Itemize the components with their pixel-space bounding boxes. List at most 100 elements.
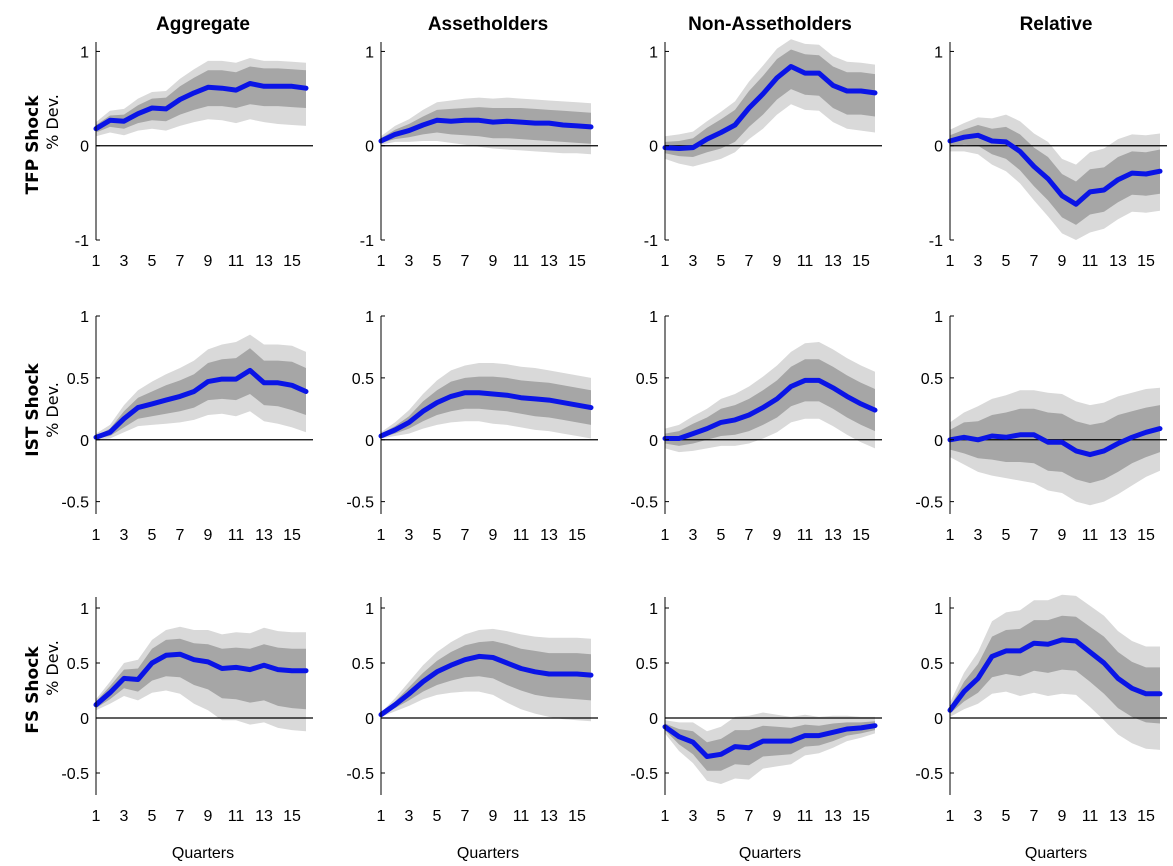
x-tick-label-r3c4: 9	[1058, 808, 1067, 825]
x-axis-label-col-3: Quarters	[739, 845, 801, 862]
inner-band-r3c4	[950, 615, 1160, 724]
median-response-line-r1c2	[378, 117, 594, 144]
x-tick-label-r2c3: 7	[745, 527, 754, 544]
x-tick-label-r1c3: 3	[689, 253, 698, 270]
y-tick-label-r2c4: 0	[934, 433, 943, 450]
x-tick-label-r2c1: 11	[228, 527, 245, 544]
x-tick-label-r2c1: 5	[148, 527, 157, 544]
y-tick-label-r3c3: 1	[649, 601, 658, 618]
column-title-assetholders: Assetholders	[428, 14, 548, 35]
y-tick-label-r3c1: -0.5	[61, 766, 89, 783]
x-tick-label-r3c1: 13	[255, 808, 273, 825]
y-tick-label-r1c3: 0	[649, 139, 658, 156]
x-tick-label-r3c4: 1	[946, 808, 955, 825]
x-tick-label-r3c2: 11	[513, 808, 530, 825]
x-tick-label-r1c2: 7	[461, 253, 470, 270]
median-response-line-r1c1	[93, 81, 309, 132]
y-tick-label-r2c4: 1	[934, 309, 943, 326]
x-tick-label-r2c3: 15	[852, 527, 870, 544]
x-tick-label-r3c4: 7	[1030, 808, 1039, 825]
x-tick-label-r2c3: 13	[824, 527, 842, 544]
median-response-line-r3c2	[378, 653, 594, 718]
x-tick-label-r1c2: 11	[513, 253, 530, 270]
x-tick-label-r1c4: 9	[1058, 253, 1067, 270]
row-title-ist-shock: IST Shock	[23, 363, 43, 457]
x-tick-label-r2c3: 3	[689, 527, 698, 544]
y-tick-label-r2c3: 0	[649, 433, 658, 450]
y-tick-label-r3c2: 0.5	[352, 656, 374, 673]
x-tick-label-r3c3: 1	[661, 808, 670, 825]
y-tick-label-r2c2: 0	[365, 433, 374, 450]
y-tick-label-r3c3: -0.5	[630, 766, 658, 783]
y-tick-label-r2c2: 0.5	[352, 371, 374, 388]
x-tick-label-r3c4: 3	[974, 808, 983, 825]
x-tick-label-r1c4: 5	[1002, 253, 1011, 270]
x-tick-label-r2c4: 13	[1109, 527, 1127, 544]
y-tick-label-r1c2: 1	[365, 44, 374, 61]
x-tick-label-r3c3: 13	[824, 808, 842, 825]
y-tick-label-r1c3: 1	[649, 44, 658, 61]
x-tick-label-r2c2: 7	[461, 527, 470, 544]
x-tick-label-r3c1: 3	[120, 808, 129, 825]
y-tick-label-r2c2: -0.5	[346, 495, 374, 512]
y-tick-label-r1c1: 1	[80, 44, 89, 61]
y-tick-label-r2c2: 1	[365, 309, 374, 326]
x-tick-label-r1c1: 15	[283, 253, 301, 270]
y-tick-label-r2c3: -0.5	[630, 495, 658, 512]
inner-band-r2c2	[381, 376, 591, 438]
x-tick-label-r1c1: 9	[204, 253, 213, 270]
x-tick-label-r3c1: 11	[228, 808, 245, 825]
median-response-line-r3c4	[947, 637, 1163, 713]
y-tick-label-r3c4: 0	[934, 711, 943, 728]
y-tick-label-r3c2: 0	[365, 711, 374, 728]
x-tick-label-r2c1: 15	[283, 527, 301, 544]
y-axis-label-row-1: % Dev.	[43, 94, 62, 150]
y-tick-label-r1c2: -1	[360, 233, 374, 250]
x-tick-label-r3c2: 15	[568, 808, 586, 825]
inner-band-r1c2	[381, 107, 591, 144]
y-tick-label-r2c1: -0.5	[61, 495, 89, 512]
x-tick-label-r2c3: 1	[661, 527, 670, 544]
x-tick-label-r1c4: 15	[1137, 253, 1155, 270]
x-tick-label-r2c2: 9	[489, 527, 498, 544]
median-response-line-r2c2	[378, 390, 594, 439]
y-tick-label-r1c2: 0	[365, 139, 374, 156]
y-tick-label-r2c1: 1	[80, 309, 89, 326]
x-tick-label-r2c1: 3	[120, 527, 129, 544]
x-tick-label-r1c1: 5	[148, 253, 157, 270]
inner-band-r3c1	[96, 638, 306, 710]
median-response-line-r1c3	[662, 64, 878, 151]
x-tick-label-r2c3: 9	[773, 527, 782, 544]
column-title-non-assetholders: Non-Assetholders	[688, 14, 852, 35]
y-tick-label-r3c4: 0.5	[921, 656, 943, 673]
y-tick-label-r2c4: 0.5	[921, 371, 943, 388]
x-tick-label-r3c4: 11	[1082, 808, 1099, 825]
x-tick-label-r3c2: 9	[489, 808, 498, 825]
x-tick-label-r2c2: 15	[568, 527, 586, 544]
x-tick-label-r2c4: 1	[946, 527, 955, 544]
x-tick-label-r2c3: 5	[717, 527, 726, 544]
x-tick-label-r1c3: 11	[797, 253, 814, 270]
y-axis-label-row-3: % Dev.	[43, 640, 62, 696]
x-tick-label-r3c3: 3	[689, 808, 698, 825]
y-tick-label-r3c3: 0.5	[636, 656, 658, 673]
x-tick-label-r2c4: 9	[1058, 527, 1067, 544]
x-tick-label-r3c4: 13	[1109, 808, 1127, 825]
x-tick-label-r2c2: 11	[513, 527, 530, 544]
y-tick-label-r3c1: 1	[80, 601, 89, 618]
x-tick-label-r1c4: 11	[1082, 253, 1099, 270]
x-tick-label-r2c2: 5	[433, 527, 442, 544]
y-tick-label-r3c4: 1	[934, 601, 943, 618]
x-tick-label-r1c3: 7	[745, 253, 754, 270]
y-tick-label-r1c3: -1	[644, 233, 658, 250]
y-tick-label-r2c4: -0.5	[915, 495, 943, 512]
x-tick-label-r1c2: 3	[405, 253, 414, 270]
x-tick-label-r1c1: 1	[92, 253, 101, 270]
x-tick-label-r3c1: 1	[92, 808, 101, 825]
x-tick-label-r1c4: 1	[946, 253, 955, 270]
x-tick-label-r1c3: 15	[852, 253, 870, 270]
median-response-line-r2c3	[662, 377, 878, 441]
row-title-fs-shock: FS Shock	[23, 646, 43, 734]
